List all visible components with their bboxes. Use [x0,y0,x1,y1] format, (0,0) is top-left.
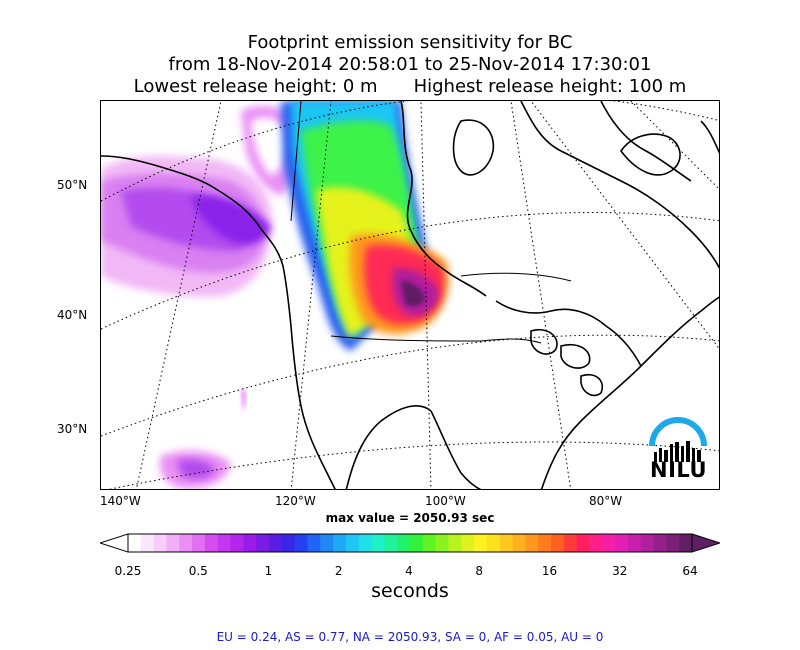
colorbar-cell [281,534,296,552]
colorbar-cell [384,534,398,552]
colorbar-cell [563,534,578,552]
colorbar-cell [243,534,257,552]
political-borders [290,101,572,344]
colorbar-cell [461,534,475,552]
colorbar-cell [512,534,526,552]
colorbar-cell [256,534,270,552]
colorbar-tick-label: 32 [612,564,628,578]
colorbar-cell [320,534,334,552]
colorbar-cell [486,534,501,552]
lat-label-50n: 50°N [57,178,88,192]
colorbar-cell [192,534,206,552]
footprint-map [100,100,720,490]
map-graticule [101,101,719,489]
colorbar [100,533,720,553]
colorbar-units: seconds [371,580,449,602]
colorbar-cell [474,534,488,552]
colorbar-cell [499,534,514,552]
colorbar-frame [127,533,693,553]
nilu-logo-text: NILU [650,458,708,482]
colorbar-tick-label: 4 [405,564,413,578]
colorbar-cell [615,534,629,552]
colorbar-cell [538,534,552,552]
colorbar-cell [640,534,655,552]
lat-label-30n: 30°N [57,422,88,436]
colorbar-cell [602,534,616,552]
max-value-label: max value = 2050.93 sec [325,511,495,525]
colorbar-cell [153,534,168,552]
region-stats: EU = 0.24, AS = 0.77, NA = 2050.93, SA =… [216,630,604,644]
colorbar-cell [653,534,667,552]
colorbar-cell [397,534,411,552]
colorbar-high-extend [691,533,720,553]
lon-label-100w: 100°W [425,494,466,508]
nilu-logo-mark [649,417,707,462]
colorbar-cell [551,534,565,552]
lowest-release-height: Lowest release height: 0 m [133,76,378,97]
colorbar-cell [269,534,283,552]
lon-label-80w: 80°W [589,494,623,508]
colorbar-cells [128,534,693,552]
colorbar-cell [358,534,373,552]
colorbar-tick-label: 64 [682,564,698,578]
lat-label-40n: 40°N [57,308,88,322]
colorbar-cell [230,534,244,552]
colorbar-cell [217,534,232,552]
colorbar-cell [128,534,142,552]
colorbar-cell [371,534,385,552]
colorbar-cell [679,534,693,552]
colorbar-cell [666,534,680,552]
lon-label-140w: 140°W [100,494,141,508]
colorbar-tick-label: 0.25 [114,564,142,578]
emission-plume [101,101,449,489]
plot-title: Footprint emission sensitivity for BC [247,32,573,53]
release-height-title: Lowest release height: 0 m Highest releas… [0,76,800,98]
colorbar-cell [204,534,219,552]
colorbar-tick-label: 1 [264,564,273,578]
highest-release-height: Highest release height: 100 m [413,76,687,97]
colorbar-cell [307,534,321,552]
colorbar-cell [166,534,180,552]
colorbar-cell [448,534,462,552]
coastlines [101,101,719,489]
colorbar-tick-label: 8 [475,564,484,578]
map-canvas [101,101,719,489]
colorbar-cell [333,534,347,552]
colorbar-cell [410,534,424,552]
logo-arc [649,417,707,447]
colorbar-low-extend [100,533,129,553]
colorbar-tick-label: 16 [541,564,558,578]
colorbar-cell [294,534,309,552]
colorbar-cell [345,534,360,552]
colorbar-cell [525,534,539,552]
colorbar-cell [576,534,591,552]
lon-label-120w: 120°W [275,494,316,508]
colorbar-cell [140,534,155,552]
colorbar-tick-label: 0.5 [188,564,208,578]
colorbar-cell [435,534,450,552]
colorbar-cell [179,534,193,552]
time-range-title: from 18-Nov-2014 20:58:01 to 25-Nov-2014… [168,54,652,75]
colorbar-tick-label: 2 [334,564,343,578]
colorbar-cell [422,534,437,552]
colorbar-cell [589,534,603,552]
colorbar-cell [627,534,642,552]
